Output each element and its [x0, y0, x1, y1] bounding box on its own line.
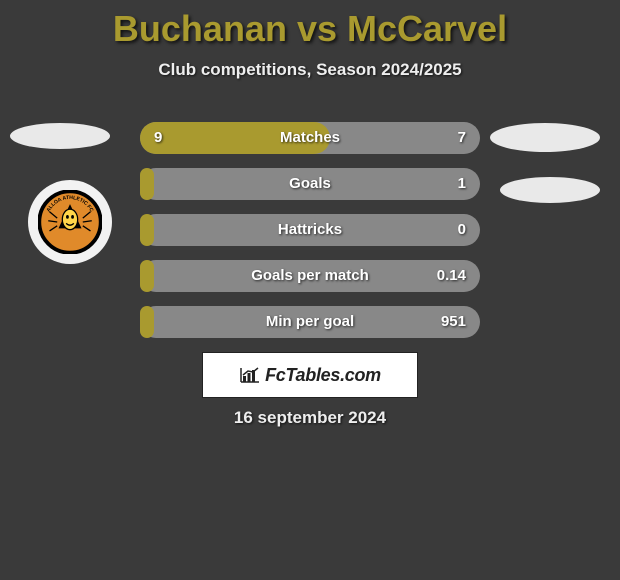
stat-row: Min per goal951: [140, 306, 480, 338]
fctables-logo[interactable]: FcTables.com: [202, 352, 418, 398]
stat-row-label: Hattricks: [140, 214, 480, 246]
stat-row-right-value: 0.14: [437, 260, 466, 292]
stat-row-label: Matches: [140, 122, 480, 154]
left-blank-ellipse: [10, 123, 110, 149]
date-text: 16 september 2024: [0, 408, 620, 428]
stat-row: Matches9 7: [140, 122, 480, 154]
stat-row-right-value: 0: [458, 214, 466, 246]
stat-row-left-value: 9: [154, 122, 162, 154]
stat-row-label: Goals per match: [140, 260, 480, 292]
shield-icon: ALLOA ATHLETIC FC: [38, 190, 102, 254]
bar-chart-icon: [239, 366, 261, 384]
stat-row: Goals1: [140, 168, 480, 200]
stat-row: Goals per match0.14: [140, 260, 480, 292]
stat-row-right-value: 7: [458, 122, 466, 154]
right-blank-ellipse-bottom: [500, 177, 600, 203]
stat-row-right-value: 951: [441, 306, 466, 338]
left-club-crest: ALLOA ATHLETIC FC: [28, 180, 112, 264]
stat-row-label: Goals: [140, 168, 480, 200]
subtitle: Club competitions, Season 2024/2025: [0, 60, 620, 80]
page-title: Buchanan vs McCarvel: [0, 0, 620, 50]
stat-rows: Matches9 7 Goals1 Hattricks0 Goals per match…: [140, 122, 480, 352]
stat-row: Hattricks0: [140, 214, 480, 246]
stat-row-right-value: 1: [458, 168, 466, 200]
right-blank-ellipse-top: [490, 123, 600, 152]
logo-text: FcTables.com: [265, 365, 381, 386]
stat-row-label: Min per goal: [140, 306, 480, 338]
comparison-infographic: Buchanan vs McCarvel Club competitions, …: [0, 0, 620, 580]
